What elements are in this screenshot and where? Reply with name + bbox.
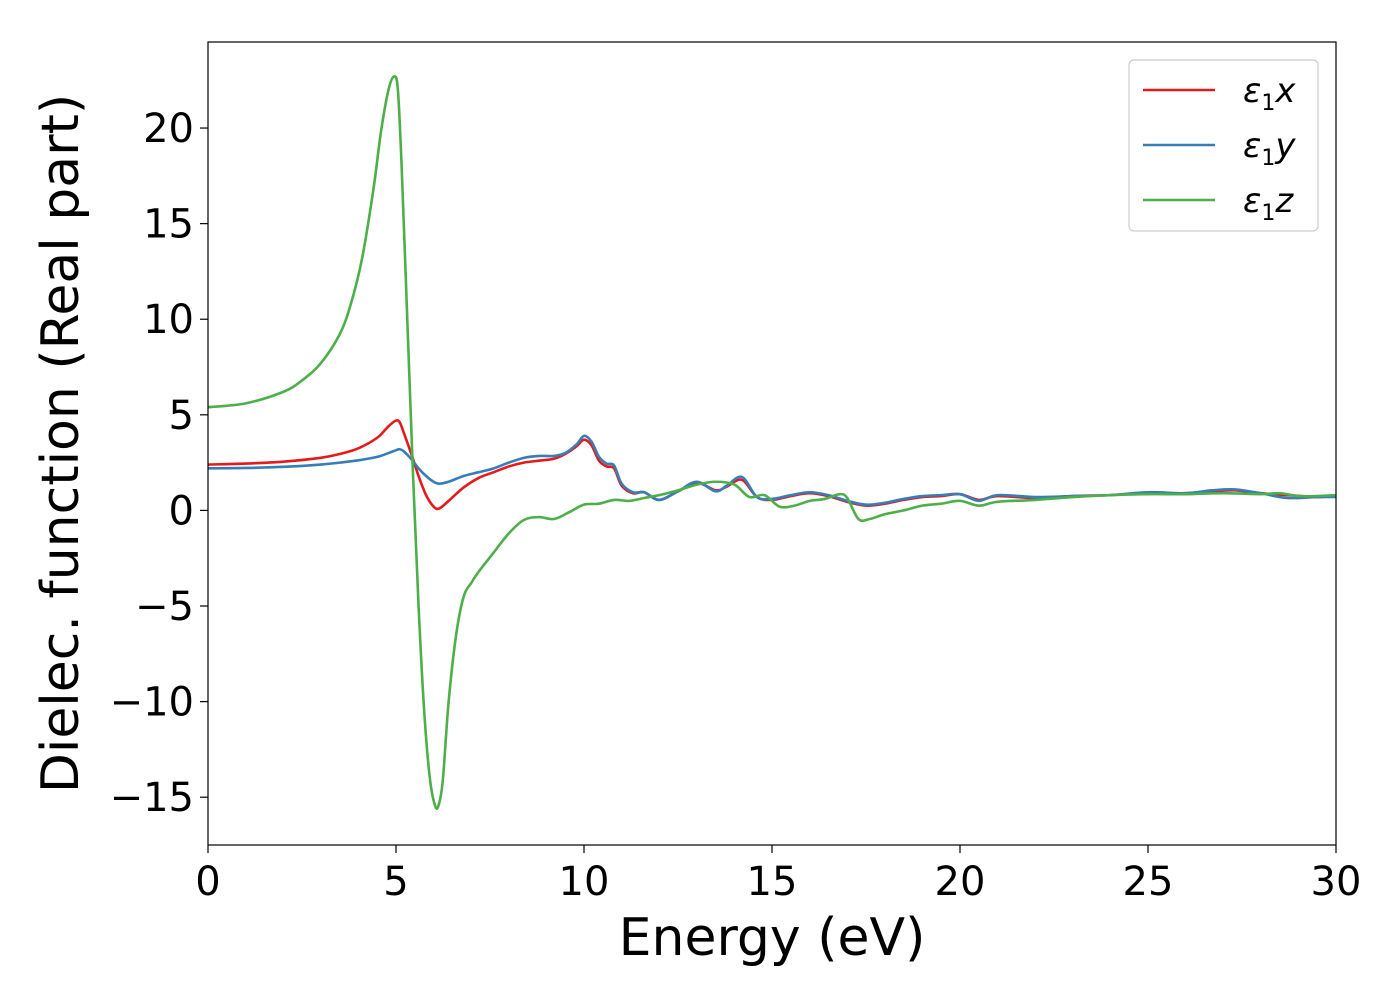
x-axis-label: Energy (eV): [619, 908, 926, 968]
y-tick-label: 20: [143, 106, 194, 152]
y-tick-label: 10: [143, 297, 194, 343]
x-tick-label: 5: [383, 859, 408, 905]
y-tick-label: −10: [110, 680, 194, 726]
series-layer: [208, 75, 1336, 810]
legend-subscript: 1: [1261, 91, 1275, 116]
legend-label-y: ε1y: [1243, 126, 1296, 171]
x-tick-label: 0: [195, 859, 220, 905]
y-tick-label: 15: [143, 202, 194, 248]
legend-symbol: ε: [1243, 71, 1261, 111]
x-tick-label: 15: [747, 859, 798, 905]
x-tick-label: 10: [559, 859, 610, 905]
x-tick-label: 20: [935, 859, 986, 905]
x-tick-label: 25: [1123, 859, 1174, 905]
legend-label-x: ε1x: [1243, 71, 1296, 116]
y-tick-label: 0: [169, 488, 194, 534]
legend-suffix: x: [1274, 71, 1296, 111]
y-tick-label: −5: [135, 584, 194, 630]
legend-subscript: 1: [1261, 201, 1275, 226]
x-axis-ticks: 0 5 10 15 20 25 30: [195, 845, 1361, 905]
legend-suffix: z: [1274, 181, 1294, 221]
series-line-z: [208, 75, 1336, 810]
y-tick-label: −15: [110, 775, 194, 821]
legend-symbol: ε: [1243, 181, 1261, 221]
y-tick-label: 5: [169, 393, 194, 439]
legend-symbol: ε: [1243, 126, 1261, 166]
legend-suffix: y: [1274, 126, 1296, 166]
y-axis-label: Dielec. function (Real part): [31, 94, 91, 793]
legend-box: [1128, 59, 1319, 232]
y-axis-ticks: −15 −10 −5 0 5 10 15 20: [110, 106, 208, 821]
legend-subscript: 1: [1261, 146, 1275, 171]
legend-label-z: ε1z: [1243, 181, 1294, 226]
series-line-x: [208, 419, 1336, 511]
series-line-y: [208, 434, 1336, 507]
x-tick-label: 30: [1311, 859, 1362, 905]
